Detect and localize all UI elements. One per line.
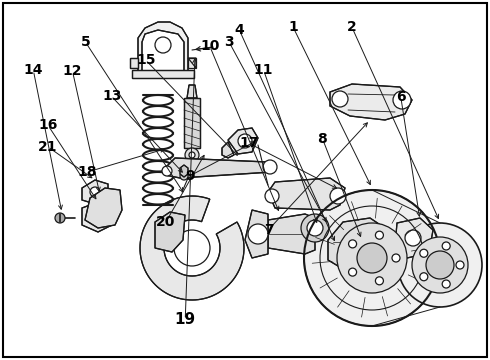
Circle shape bbox=[348, 235, 368, 255]
Circle shape bbox=[332, 91, 348, 107]
Text: 8: 8 bbox=[318, 132, 327, 145]
Polygon shape bbox=[82, 202, 112, 232]
Text: 15: 15 bbox=[136, 54, 156, 67]
Polygon shape bbox=[268, 178, 345, 210]
Circle shape bbox=[248, 224, 268, 244]
Circle shape bbox=[337, 223, 407, 293]
Polygon shape bbox=[222, 142, 234, 158]
Text: 19: 19 bbox=[174, 312, 196, 327]
Polygon shape bbox=[130, 58, 138, 68]
Polygon shape bbox=[180, 165, 188, 177]
Circle shape bbox=[426, 251, 454, 279]
Text: 17: 17 bbox=[239, 136, 259, 150]
Circle shape bbox=[301, 214, 329, 242]
Circle shape bbox=[371, 228, 385, 242]
Polygon shape bbox=[395, 218, 433, 258]
Polygon shape bbox=[140, 196, 244, 300]
Text: 1: 1 bbox=[288, 20, 298, 34]
Circle shape bbox=[398, 223, 482, 307]
Polygon shape bbox=[268, 214, 315, 254]
Circle shape bbox=[393, 91, 411, 109]
Polygon shape bbox=[187, 85, 197, 98]
Polygon shape bbox=[85, 188, 122, 228]
Circle shape bbox=[442, 280, 450, 288]
Circle shape bbox=[91, 211, 103, 223]
Text: 12: 12 bbox=[63, 64, 82, 78]
Circle shape bbox=[456, 261, 464, 269]
Text: 2: 2 bbox=[347, 20, 357, 34]
Polygon shape bbox=[330, 84, 412, 120]
Polygon shape bbox=[188, 58, 196, 68]
Circle shape bbox=[263, 160, 277, 174]
Circle shape bbox=[180, 172, 188, 180]
Text: 6: 6 bbox=[396, 90, 406, 104]
Circle shape bbox=[405, 230, 421, 246]
Circle shape bbox=[375, 277, 383, 285]
Circle shape bbox=[420, 273, 428, 281]
Polygon shape bbox=[82, 180, 108, 204]
Text: 13: 13 bbox=[102, 90, 122, 103]
Text: 21: 21 bbox=[38, 140, 58, 154]
Polygon shape bbox=[138, 22, 188, 72]
Circle shape bbox=[375, 231, 383, 239]
Text: 14: 14 bbox=[24, 63, 43, 77]
Polygon shape bbox=[328, 218, 390, 272]
Circle shape bbox=[330, 188, 346, 204]
Circle shape bbox=[162, 166, 172, 176]
Polygon shape bbox=[155, 212, 185, 252]
Circle shape bbox=[304, 190, 440, 326]
Text: 18: 18 bbox=[77, 165, 97, 179]
Circle shape bbox=[265, 189, 279, 203]
Text: 5: 5 bbox=[81, 36, 91, 49]
Circle shape bbox=[357, 243, 387, 273]
Polygon shape bbox=[132, 70, 194, 78]
Text: 9: 9 bbox=[185, 169, 195, 183]
Text: 11: 11 bbox=[254, 63, 273, 77]
Circle shape bbox=[442, 242, 450, 250]
Circle shape bbox=[238, 134, 252, 148]
Polygon shape bbox=[228, 128, 258, 154]
Text: 20: 20 bbox=[156, 216, 175, 229]
Text: 7: 7 bbox=[264, 223, 273, 237]
Polygon shape bbox=[245, 210, 268, 258]
Circle shape bbox=[348, 268, 357, 276]
Circle shape bbox=[55, 213, 65, 223]
Text: 3: 3 bbox=[224, 36, 234, 49]
Circle shape bbox=[189, 152, 195, 158]
Text: 4: 4 bbox=[234, 23, 244, 36]
Polygon shape bbox=[165, 158, 272, 178]
Circle shape bbox=[155, 37, 171, 53]
Circle shape bbox=[348, 240, 357, 248]
Circle shape bbox=[392, 254, 400, 262]
Polygon shape bbox=[184, 98, 200, 148]
Circle shape bbox=[412, 237, 468, 293]
Text: 16: 16 bbox=[38, 118, 58, 132]
Circle shape bbox=[90, 187, 100, 197]
Circle shape bbox=[174, 230, 210, 266]
Circle shape bbox=[185, 148, 199, 162]
Circle shape bbox=[307, 220, 323, 236]
Circle shape bbox=[420, 249, 428, 257]
Text: 10: 10 bbox=[200, 39, 220, 53]
